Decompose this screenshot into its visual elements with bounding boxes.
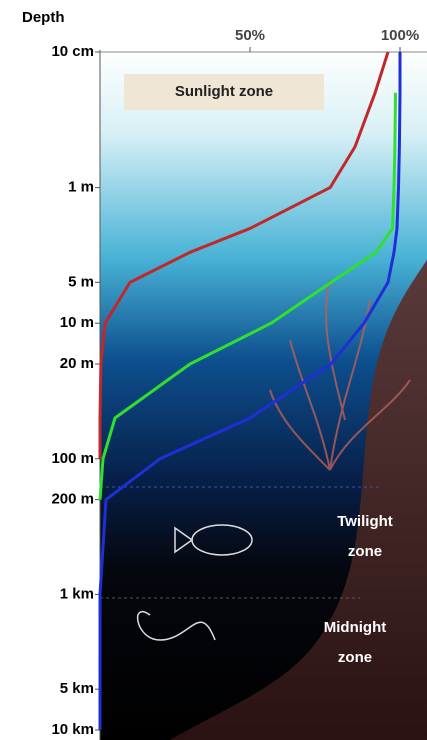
y-tick-label: 10 m xyxy=(60,314,94,331)
fish-icon xyxy=(136,524,253,641)
zone-label: Twilight xyxy=(337,513,393,530)
y-tick-label: 20 m xyxy=(60,355,94,372)
y-tick-label: 100 m xyxy=(51,450,94,467)
y-tick-label: 5 m xyxy=(68,273,94,290)
zone-label: zone xyxy=(348,543,382,560)
y-tick-label: 200 m xyxy=(51,491,94,508)
y-tick-label: 1 km xyxy=(60,585,94,602)
y-axis-label: Depth xyxy=(22,9,65,26)
zone-label: Midnight xyxy=(324,619,386,636)
light-curve xyxy=(98,92,397,500)
light-curve xyxy=(98,52,402,730)
y-tick-label: 10 cm xyxy=(51,43,94,60)
y-tick-label: 10 km xyxy=(51,721,94,738)
sea-floor xyxy=(170,260,427,740)
y-tick-label: 5 km xyxy=(60,680,94,697)
coral xyxy=(269,279,411,471)
light-curve xyxy=(98,51,390,459)
y-tick-label: 1 m xyxy=(68,179,94,196)
annotation-box xyxy=(124,74,324,110)
x-tick-label: 100% xyxy=(381,27,419,44)
zone-label: zone xyxy=(338,649,372,666)
x-tick-label: 50% xyxy=(235,27,265,44)
zone-label: Sunlight zone xyxy=(175,83,273,100)
